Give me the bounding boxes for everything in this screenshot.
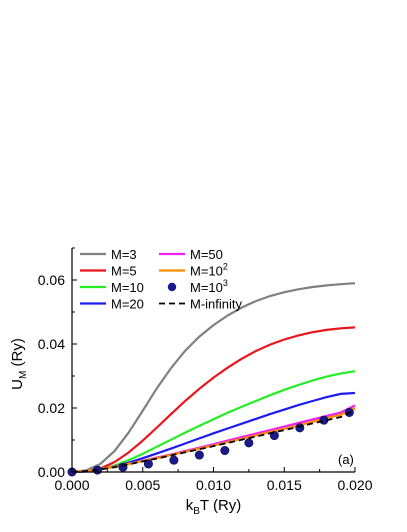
legend-label: M=5 xyxy=(111,264,137,279)
legend-label: M=3 xyxy=(111,247,137,262)
x-tick-label: 0.000 xyxy=(54,477,89,493)
series-layer xyxy=(67,282,356,477)
x-tick-label: 0.020 xyxy=(337,477,372,493)
series-line-1 xyxy=(71,326,356,474)
y-tick-label: 0.06 xyxy=(38,272,65,288)
series-line-0 xyxy=(71,282,356,474)
data-point-m1000 xyxy=(194,450,204,460)
data-point-m1000 xyxy=(143,459,153,469)
legend-label: M=10 xyxy=(111,280,144,295)
y-tick-label: 0.04 xyxy=(38,336,65,352)
panel-label: (a) xyxy=(338,452,354,467)
series-line-3 xyxy=(71,391,356,474)
legend-label: M=50 xyxy=(190,247,223,262)
axes-layer: 0.000 0.005 0.010 0.015 0.020 0.00 0.02 0.04 0.0… xyxy=(9,247,373,517)
series-line-7 xyxy=(71,409,356,473)
data-point-m1000 xyxy=(169,455,179,465)
y-axis-label: UM (Ry) xyxy=(9,338,29,390)
data-point-m1000 xyxy=(244,438,254,448)
legend-label: M=103 xyxy=(190,278,228,295)
x-tick-label: 0.010 xyxy=(196,477,231,493)
legend-label: M-infinity xyxy=(190,297,243,312)
legend-label: M=102 xyxy=(190,262,228,279)
legend: M=3 M=50 M=5 M=102 M=10 M=103 M=20 M-infinity xyxy=(80,247,243,312)
legend-marker xyxy=(167,282,177,292)
y-tick-label: 0.00 xyxy=(38,464,65,480)
y-tick-label: 0.02 xyxy=(38,400,65,416)
x-tick-label: 0.005 xyxy=(125,477,160,493)
x-tick-label: 0.015 xyxy=(267,477,302,493)
legend-label: M=20 xyxy=(111,297,144,312)
x-axis-label: kBT (Ry) xyxy=(186,497,242,517)
series-line-2 xyxy=(71,370,356,474)
data-point-m1000 xyxy=(220,446,230,456)
